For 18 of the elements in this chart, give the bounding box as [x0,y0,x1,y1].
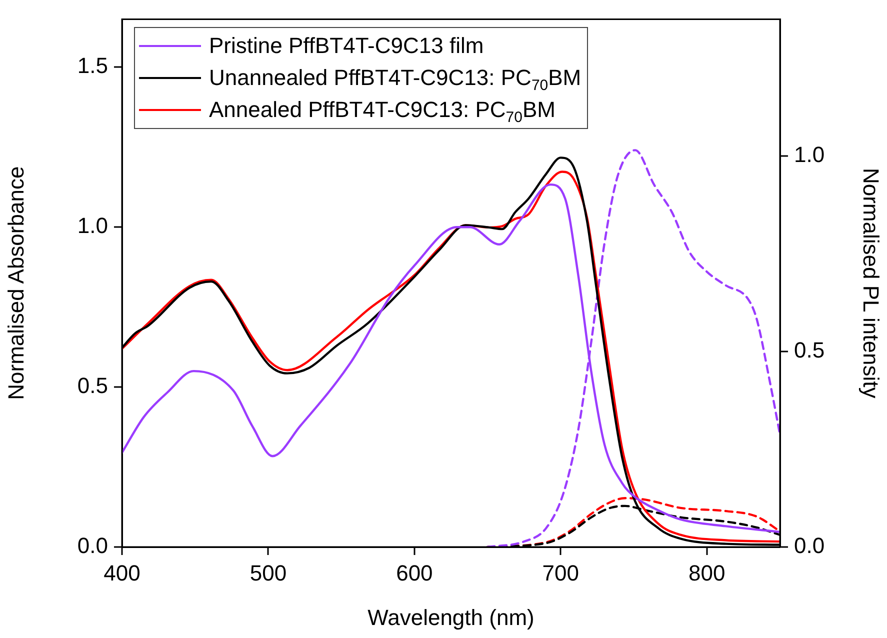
x-axis-title: Wavelength (nm) [368,604,534,630]
x-tick-label: 600 [396,560,433,586]
y-tick-label: 1.5 [77,53,108,78]
y-tick-label: 0.5 [77,373,108,398]
y2-tick-label: 0.0 [794,533,825,558]
y2-tick-label: 1.0 [794,142,825,168]
x-tick-label: 400 [104,560,140,586]
y2-tick-label: 0.5 [794,338,825,363]
x-tick-label: 700 [542,560,580,586]
x-tick-label: 500 [250,560,287,586]
legend-label: Unannealed PffBT4T-C9C13: PC$_{70}$BM [209,64,582,94]
x-tick-label: 800 [688,560,726,586]
y-tick-label: 0.0 [77,533,108,558]
legend-label: Pristine PffBT4T-C9C13 film [209,32,484,60]
y2-axis-title: Normalised PL intensity [858,168,884,398]
y-tick-label: 1.0 [77,213,108,238]
y-axis-title: Normalised Absorbance [3,166,28,400]
legend-label: Annealed PffBT4T-C9C13: PC$_{70}$BM [209,96,556,126]
